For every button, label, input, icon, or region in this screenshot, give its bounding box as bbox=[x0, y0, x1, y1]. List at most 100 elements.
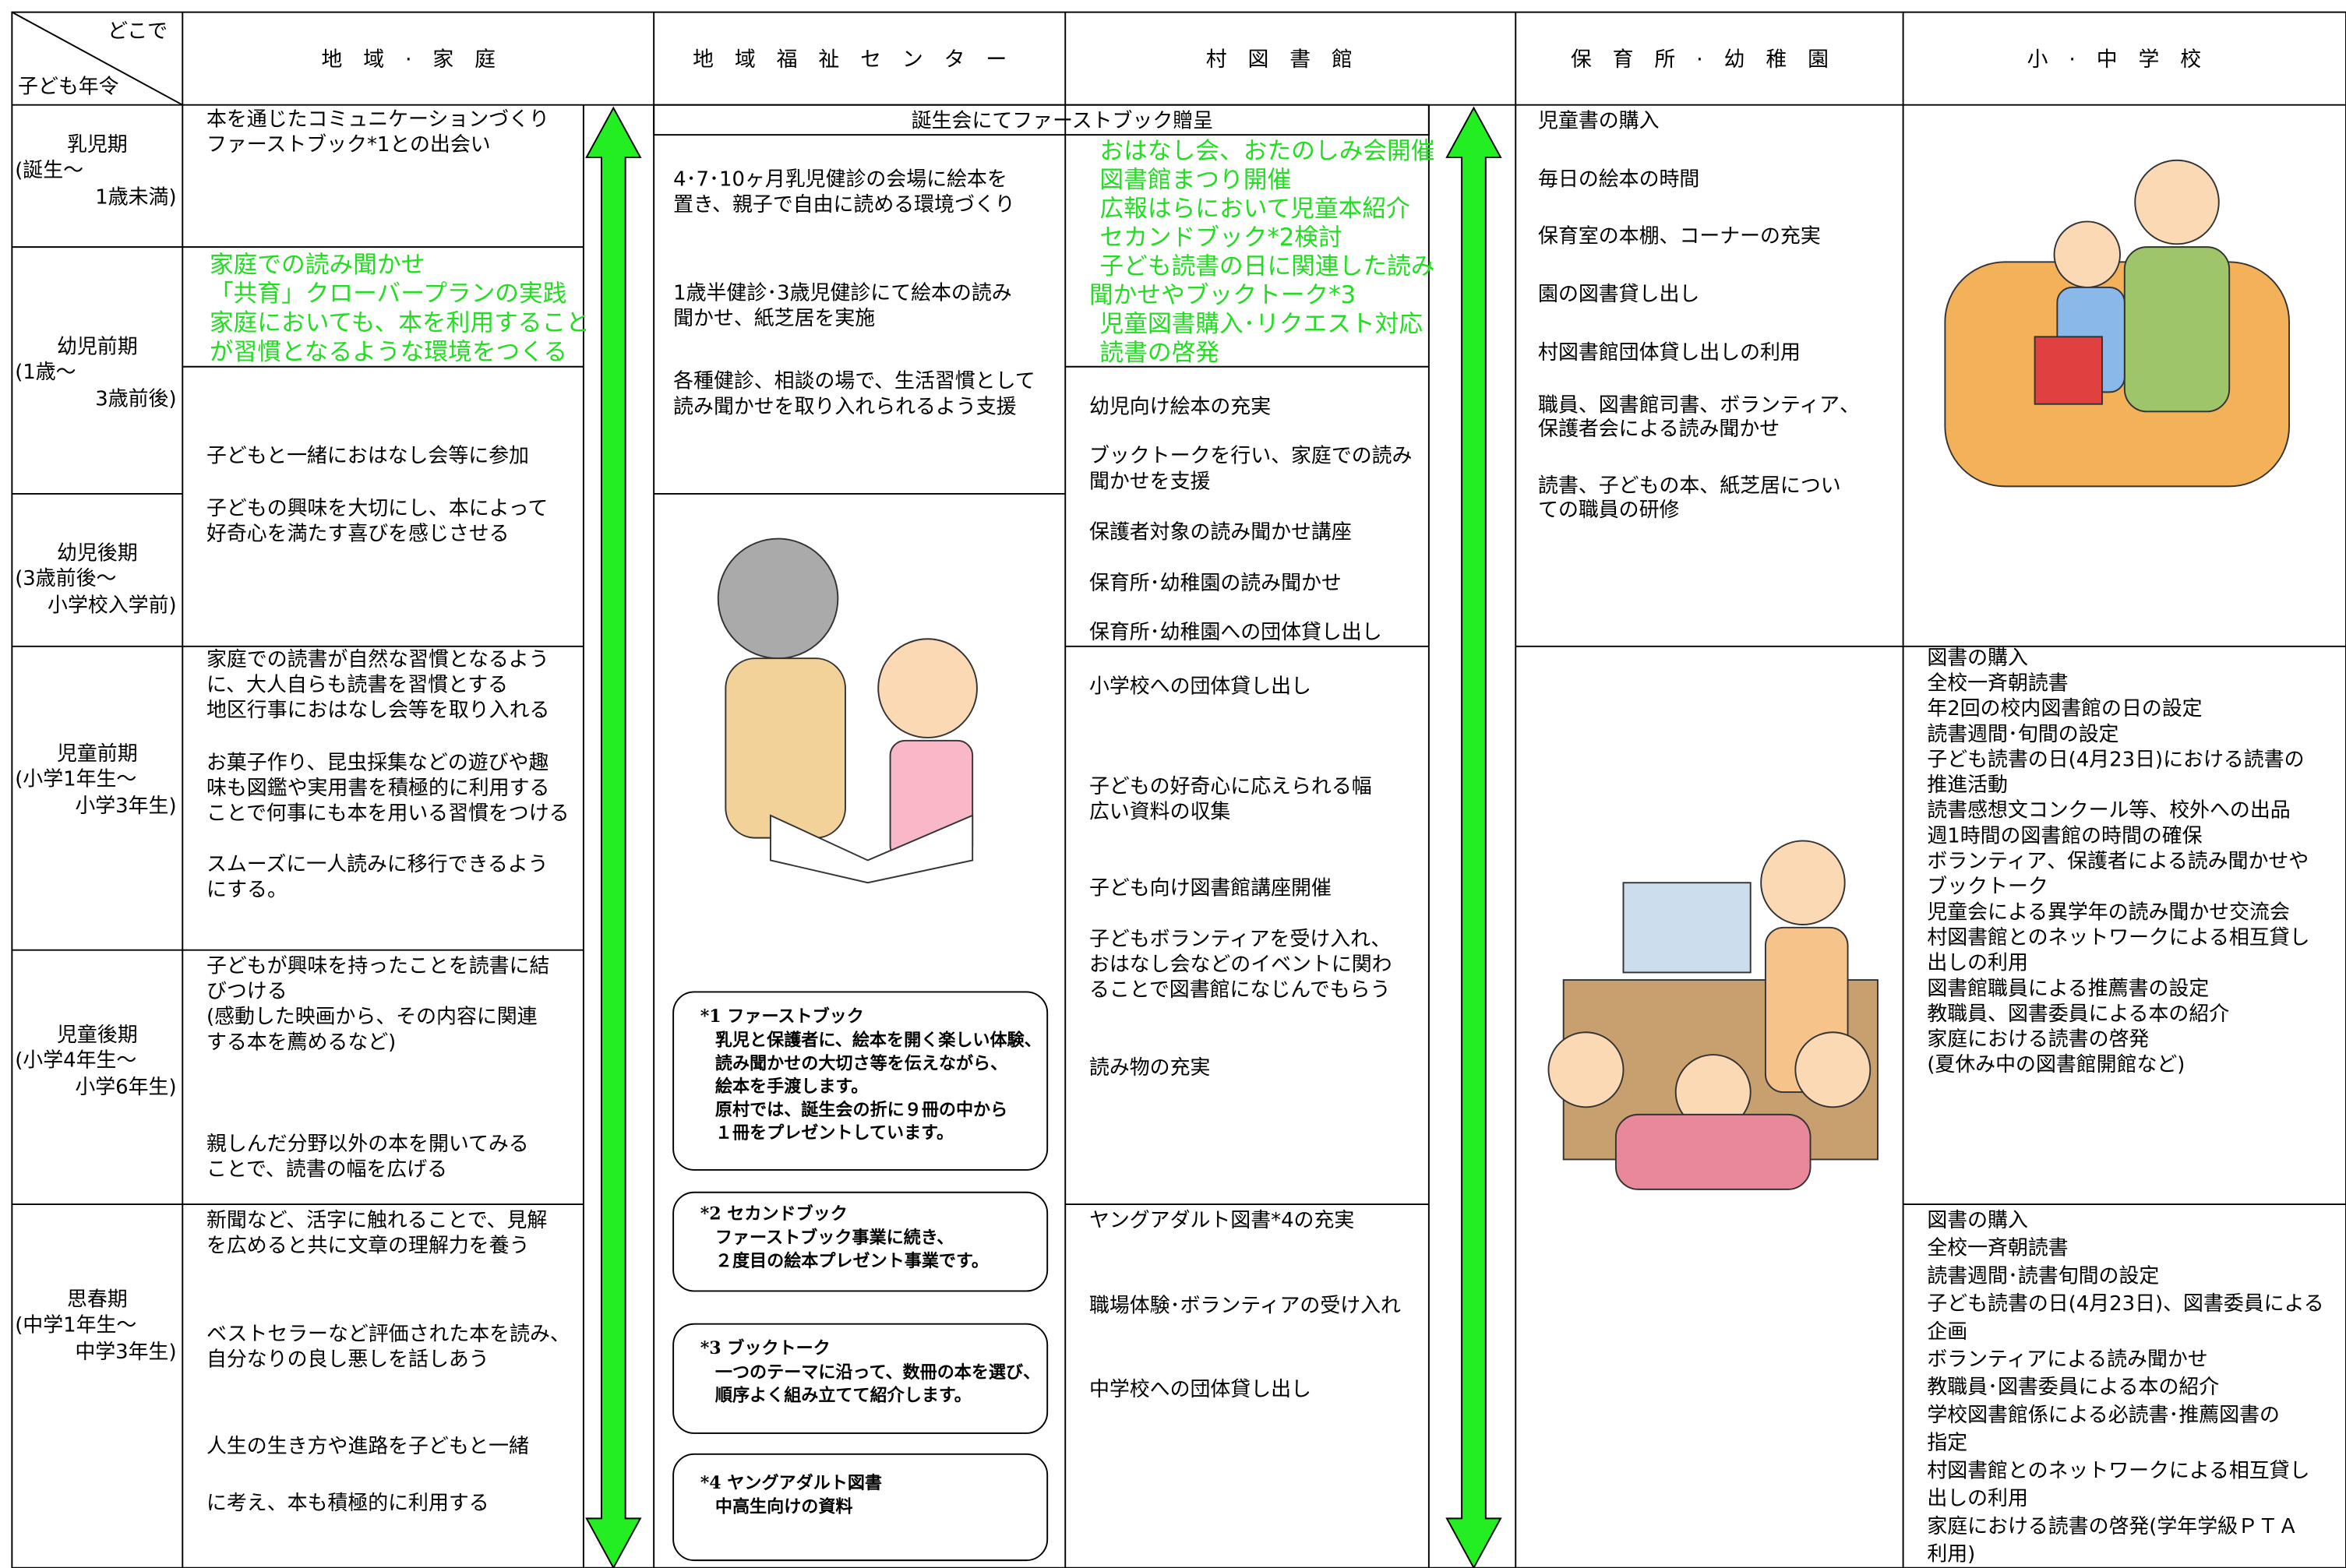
age-range: 小学3年生) bbox=[75, 795, 176, 818]
family-text: 子どもの興味を大切にし、本によって bbox=[206, 497, 548, 520]
family-highlight: 家庭での読み聞かせ bbox=[210, 251, 425, 279]
library-text: 聞かせを支援 bbox=[1089, 470, 1211, 493]
age-range: 小学6年生) bbox=[75, 1076, 176, 1099]
age-range: 中学3年生) bbox=[75, 1341, 176, 1364]
library-text: 子どもボランティアを受け入れ、 bbox=[1089, 928, 1391, 951]
school-text: 家庭における読書の啓発 bbox=[1927, 1028, 2149, 1052]
school-text: ボランティアによる読み聞かせ bbox=[1927, 1348, 2207, 1371]
school-text: 読書感想文コンクール等、校外への出品 bbox=[1927, 799, 2290, 823]
library-text: 職場体験･ボランティアの受け入れ bbox=[1089, 1294, 1401, 1317]
library-text: 保育所･幼稚園の読み聞かせ bbox=[1089, 572, 1342, 595]
school-text: 週1時間の図書館の時間の確保 bbox=[1927, 824, 2202, 847]
age-range: (3歳前後～ bbox=[15, 567, 116, 590]
school-text: 出しの利用 bbox=[1927, 952, 2028, 975]
family-text: 本を通じたコミュニケーションづくり bbox=[206, 108, 549, 132]
age-name: 乳児期 bbox=[67, 133, 128, 157]
library-text: 小学校への団体貸し出し bbox=[1089, 675, 1311, 698]
library-highlight: セカンドブック*2検討 bbox=[1099, 224, 1342, 252]
family-highlight: 家庭においても、本を利用すること bbox=[210, 309, 590, 337]
library-text: おはなし会などのイベントに関わ bbox=[1089, 953, 1392, 977]
family-text: 子どもと一緒におはなし会等に参加 bbox=[206, 445, 529, 468]
age-range: (1歳～ bbox=[15, 361, 76, 384]
school-text: 推進活動 bbox=[1927, 773, 2008, 797]
library-highlight: 図書館まつり開催 bbox=[1099, 166, 1291, 194]
nursery-text: ての職員の研修 bbox=[1538, 499, 1679, 522]
library-text: ヤングアダルト図書*4の充実 bbox=[1089, 1209, 1354, 1232]
family-text: 子どもが興味を持ったことを読書に結 bbox=[206, 954, 549, 978]
note-text: ファーストブック事業に続き、 bbox=[715, 1228, 954, 1248]
nursery-text: 毎日の絵本の時間 bbox=[1538, 167, 1699, 191]
age-range: 3歳前後) bbox=[95, 388, 176, 411]
library-text: 保育所･幼稚園への団体貸し出し bbox=[1089, 621, 1382, 644]
library-text: 子どもの好奇心に応えられる幅 bbox=[1089, 775, 1372, 798]
welfare-text: 読み聞かせを取り入れられるよう支援 bbox=[673, 395, 1017, 418]
school-text: 企画 bbox=[1927, 1320, 1967, 1344]
age-name: 児童後期 bbox=[57, 1024, 138, 1047]
column-header: 保育所·幼稚園 bbox=[1571, 48, 1850, 72]
library-text: 保護者対象の読み聞かせ講座 bbox=[1089, 521, 1352, 544]
school-text: 図書館職員による推薦書の設定 bbox=[1927, 977, 2209, 1000]
age-name: 児童前期 bbox=[57, 742, 138, 766]
school-text: 全校一斉朝読書 bbox=[1927, 672, 2068, 696]
family-text: 家庭での読書が自然な習慣となるよう bbox=[206, 648, 549, 671]
note-title: *4 ヤングアダルト図書 bbox=[700, 1473, 882, 1493]
school-text: 児童会による異学年の読み聞かせ交流会 bbox=[1927, 900, 2290, 924]
school-text: 利用) bbox=[1927, 1543, 1975, 1566]
nursery-text: 園の図書貸し出し bbox=[1538, 283, 1699, 306]
note-text: ２度目の絵本プレゼント事業です。 bbox=[715, 1251, 989, 1271]
note-text: 乳児と保護者に、絵本を開く楽しい体験、 bbox=[715, 1031, 1042, 1051]
age-name: 思春期 bbox=[67, 1288, 128, 1312]
family-text: 親しんだ分野以外の本を開いてみる bbox=[206, 1133, 529, 1156]
school-text: 学校図書館係による必読書･推薦図書の bbox=[1927, 1404, 2280, 1427]
note-text: 順序よく組み立てて紹介します。 bbox=[715, 1386, 972, 1406]
school-text: 図書の購入 bbox=[1927, 1209, 2028, 1232]
welfare-text: 各種健診、相談の場で、生活習慣として bbox=[673, 370, 1035, 393]
library-top: 誕生会にてファーストブック贈呈 bbox=[912, 109, 1213, 132]
nursery-text: 保育室の本棚、コーナーの充実 bbox=[1538, 224, 1821, 248]
school-text: 教職員･図書委員による本の紹介 bbox=[1927, 1376, 2219, 1399]
school-text: 読書週間･読書旬間の設定 bbox=[1927, 1264, 2159, 1288]
school-text: (夏休み中の図書館開館など) bbox=[1927, 1053, 2185, 1076]
age-range: 1歳未満) bbox=[95, 185, 176, 209]
school-text: 年2回の校内図書館の日の設定 bbox=[1927, 697, 2202, 721]
family-text: に、大人自らも読書を習慣とする bbox=[206, 673, 508, 696]
nursery-text: 保護者会による読み聞かせ bbox=[1538, 418, 1780, 441]
family-text: 好奇心を満たす喜びを感じさせる bbox=[206, 522, 510, 545]
table-lines bbox=[11, 11, 2346, 1568]
library-highlight: 広報はらにおいて児童本紹介 bbox=[1099, 195, 1409, 223]
nursery-text: 職員、図書館司書、ボランティア、 bbox=[1538, 393, 1860, 417]
note-text: 原村では、誕生会の折に９冊の中から bbox=[715, 1100, 1007, 1120]
note-text: 絵本を手渡します。 bbox=[715, 1076, 869, 1097]
library-highlight: 子ども読書の日に関連した読み bbox=[1099, 252, 1434, 280]
note-text: 一つのテーマに沿って、数冊の本を選び、 bbox=[715, 1362, 1040, 1383]
corner-bottom: 子ども年令 bbox=[18, 75, 119, 98]
family-highlight: 「共育」クローバープランの実践 bbox=[210, 280, 567, 308]
family-text: 人生の生き方や進路を子どもと一緒 bbox=[206, 1435, 529, 1458]
age-range: (誕生～ bbox=[15, 159, 83, 182]
library-highlight: 聞かせやブックトーク*3 bbox=[1089, 281, 1356, 309]
column-header: 村図書館 bbox=[1206, 48, 1374, 72]
library-text: 幼児向け絵本の充実 bbox=[1089, 395, 1271, 418]
family-text: ことで、読書の幅を広げる bbox=[206, 1158, 447, 1182]
library-text: 読み物の充実 bbox=[1089, 1056, 1210, 1080]
age-range: (小学1年生～ bbox=[15, 767, 136, 791]
family-text: ことで何事にも本を用いる習慣をつける bbox=[206, 802, 570, 826]
family-text: 地区行事におはなし会等を取り入れる bbox=[206, 699, 549, 722]
school-text: 子ども読書の日(4月23日)における読書の bbox=[1927, 748, 2304, 771]
family-text: にする。 bbox=[206, 879, 288, 902]
school-text: 全校一斉朝読書 bbox=[1927, 1237, 2068, 1260]
column-header: 小·中学校 bbox=[2027, 48, 2222, 72]
corner-top: どこで bbox=[108, 19, 168, 43]
family-text: に考え、本も積極的に利用する bbox=[206, 1492, 489, 1515]
column-header: 地域·家庭 bbox=[321, 48, 516, 72]
family-text: する本を薦めるなど) bbox=[206, 1031, 396, 1054]
library-text: 中学校への団体貸し出し bbox=[1089, 1378, 1311, 1401]
nursery-text: 児童書の購入 bbox=[1538, 109, 1659, 132]
family-text: を広めると共に文章の理解力を養う bbox=[206, 1235, 530, 1258]
school-text: 図書の購入 bbox=[1927, 647, 2028, 670]
library-text: 子ども向け図書館講座開催 bbox=[1089, 877, 1332, 900]
family-text: ファーストブック*1との出会い bbox=[206, 133, 491, 157]
school-text: 家庭における読書の啓発(学年学級ＰＴＡ bbox=[1927, 1515, 2298, 1538]
